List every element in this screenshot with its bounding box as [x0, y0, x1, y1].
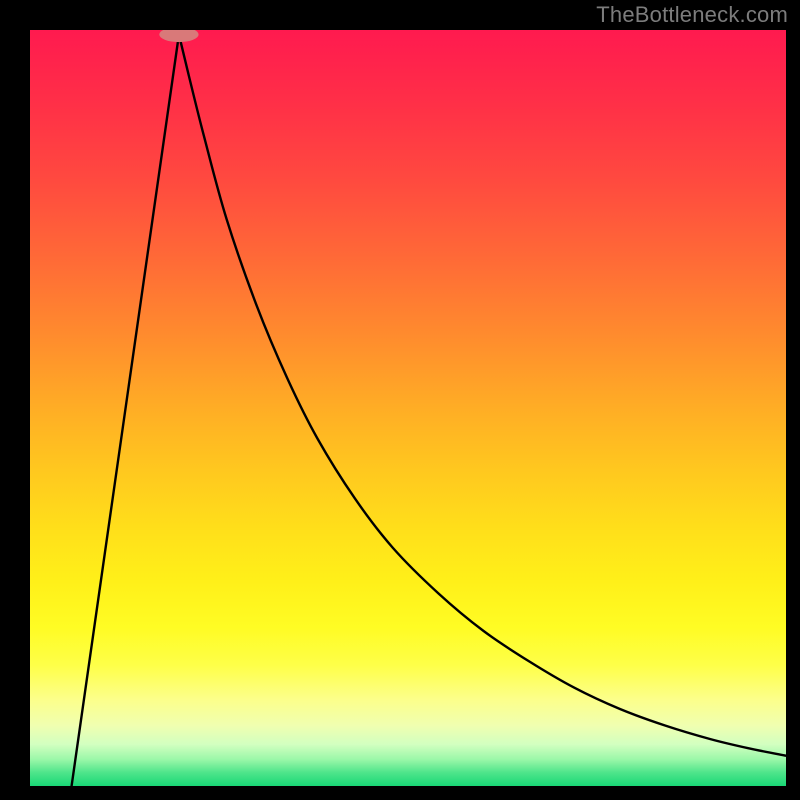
chart-root: TheBottleneck.com	[0, 0, 800, 800]
plot-svg	[30, 30, 786, 786]
gradient-background	[30, 30, 786, 786]
watermark-text: TheBottleneck.com	[596, 2, 788, 28]
plot-area	[30, 30, 786, 786]
